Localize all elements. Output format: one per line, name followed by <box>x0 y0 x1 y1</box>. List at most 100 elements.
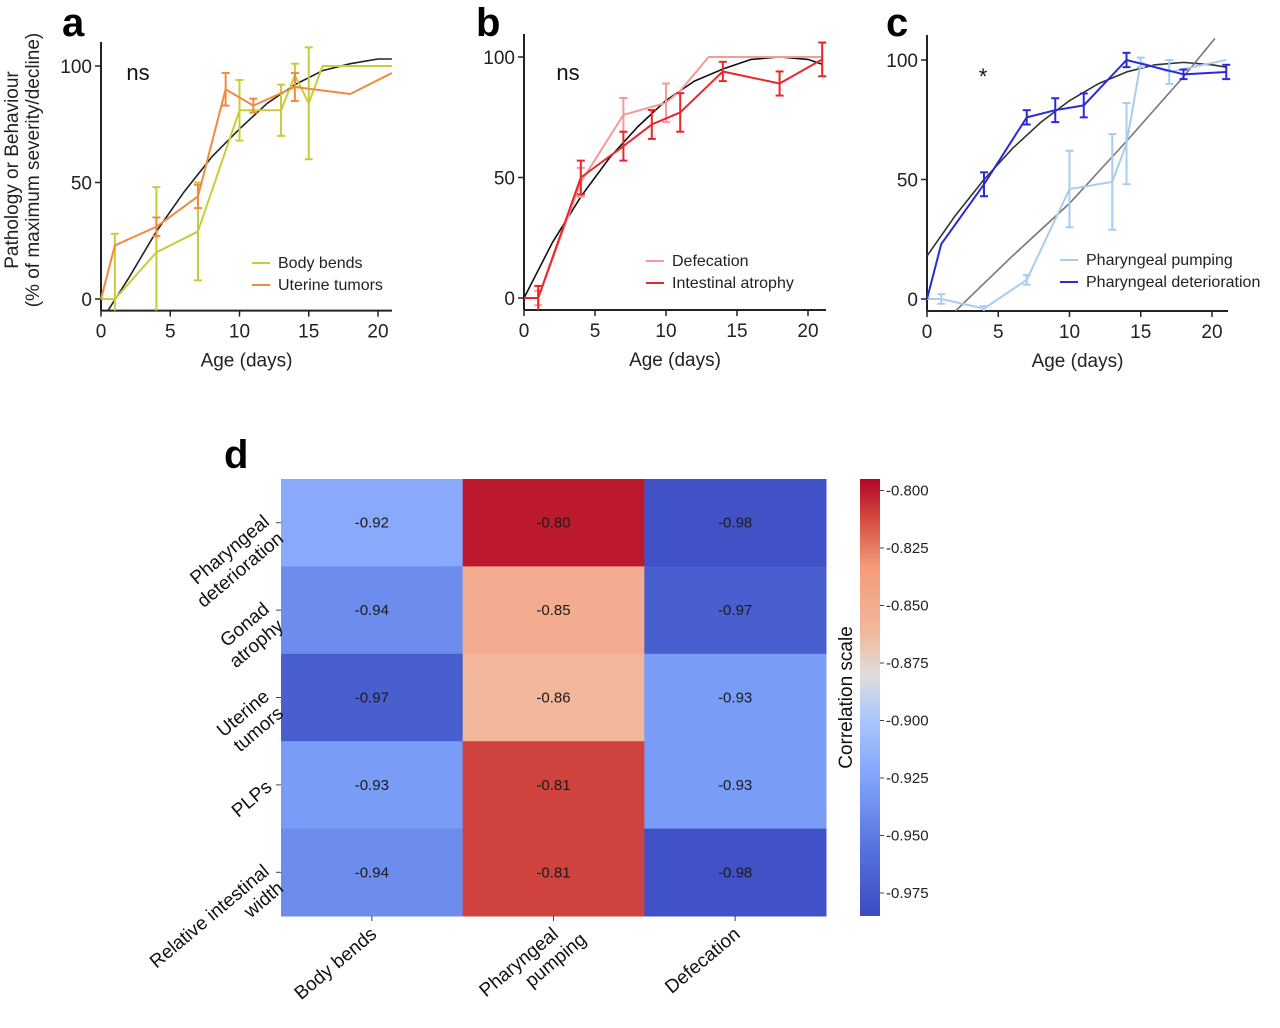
y-tick-label: 50 <box>71 174 92 195</box>
x-tick-label: 5 <box>590 321 601 342</box>
y-tick-label: 0 <box>907 290 918 311</box>
heatmap-cell-label: -0.81 <box>536 777 570 794</box>
legend-label: Body bends <box>278 255 363 272</box>
x-tick-label: 15 <box>1130 322 1151 343</box>
series-uterine-tumors <box>100 71 393 300</box>
heatmap-cell-label: -0.98 <box>718 515 752 532</box>
heatmap-cell <box>462 653 645 742</box>
x-tick-label: 10 <box>655 321 676 342</box>
y-tick-label: 100 <box>886 51 918 72</box>
series-line <box>926 59 1227 300</box>
row-label-line: PLPs <box>228 777 276 822</box>
colorbar <box>860 479 880 916</box>
legend-label: Pharyngeal pumping <box>1086 252 1233 269</box>
x-tick-label: 10 <box>1059 322 1080 343</box>
heatmap-cell-label: -0.94 <box>355 602 389 619</box>
heatmap-cell <box>644 828 827 917</box>
column-label: Defecation <box>661 924 744 998</box>
x-axis-title: Age (days) <box>201 351 293 372</box>
heatmap-cell-label: -0.80 <box>536 515 570 532</box>
x-tick-label: 5 <box>993 322 1004 343</box>
row-label: PLPs <box>228 777 276 822</box>
x-tick-label: 10 <box>229 322 250 343</box>
significance-label: ns <box>556 60 579 85</box>
panel-b: b 0 5 10 15 20 0 50 100 Age (days) ns Defecation Int… <box>476 1 827 371</box>
x-axis-title: Age (days) <box>629 350 721 371</box>
y-tick-label: 0 <box>504 289 515 310</box>
panel-letter: a <box>62 1 85 45</box>
heatmap-cell-label: -0.94 <box>355 864 389 881</box>
heatmap-cell-label: -0.97 <box>355 690 389 707</box>
fit-pumping-curve <box>954 37 1216 312</box>
colorbar-tick-label: -0.925 <box>886 770 929 787</box>
y-tick-label: 50 <box>897 171 918 192</box>
y-axis-title: Pathology or Behaviour(% of maximum seve… <box>2 33 44 308</box>
heatmap-cell <box>462 828 645 917</box>
heatmap-cell <box>281 479 464 567</box>
colorbar-tick-label: -0.950 <box>886 828 929 845</box>
row-label: Relative intestinalwidth <box>146 861 288 990</box>
x-tick-label: 15 <box>726 321 747 342</box>
legend: Pharyngeal pumping Pharyngeal deteriorati… <box>1060 252 1260 291</box>
panel-letter: c <box>886 1 908 45</box>
legend-label: Pharyngeal deterioration <box>1086 274 1260 291</box>
heatmap-cell-label: -0.92 <box>355 515 389 532</box>
heatmap-cell <box>644 479 827 567</box>
heatmap-cell <box>462 566 645 655</box>
colorbar-tick-label: -0.975 <box>886 885 929 902</box>
colorbar-tick-label: -0.825 <box>886 540 929 557</box>
series-pharyngeal-deterioration <box>926 51 1231 300</box>
legend-label: Uterine tumors <box>278 277 383 294</box>
heatmap-cell-label: -0.85 <box>536 602 570 619</box>
significance-label: * <box>979 64 988 89</box>
heatmap-cell <box>281 828 464 917</box>
heatmap-cell <box>281 653 464 742</box>
row-label: Pharyngealdeterioration <box>179 511 288 612</box>
column-label: Body bends <box>291 924 381 1005</box>
heatmap-cell-label: -0.86 <box>536 690 570 707</box>
column-label-line: Body bends <box>291 924 381 1005</box>
y-tick-label: 50 <box>494 169 515 190</box>
y-tick-label: 100 <box>60 57 92 78</box>
column-label-line: Defecation <box>661 924 744 998</box>
y-tick-label: 0 <box>81 290 92 311</box>
heatmap-cell <box>281 741 464 830</box>
panel-a: a 0 5 10 15 20 0 50 100 Age (days) Pathology or Be… <box>2 1 393 372</box>
fit-deterioration-curve <box>926 61 1227 257</box>
x-tick-label: 20 <box>797 321 818 342</box>
heatmap-cell <box>462 741 645 830</box>
colorbar-tick-label: -0.875 <box>886 655 929 672</box>
x-axis-title: Age (days) <box>1032 351 1124 372</box>
panel-c: c 0 5 10 15 20 0 50 100 Age (days) * Pharyngeal pum… <box>886 1 1260 372</box>
significance-label: ns <box>126 60 149 85</box>
x-tick-label: 0 <box>519 321 530 342</box>
heatmap-cell-label: -0.97 <box>718 602 752 619</box>
heatmap-cell <box>644 653 827 742</box>
heatmap-cell-label: -0.81 <box>536 864 570 881</box>
y-axis-title-line: Pathology or Behaviour <box>2 71 23 269</box>
heatmap-cell-label: -0.93 <box>718 690 752 707</box>
x-tick-label: 0 <box>922 322 933 343</box>
heatmap-cell <box>462 479 645 567</box>
x-tick-label: 0 <box>96 322 107 343</box>
series-intestinal-atrophy <box>524 41 827 311</box>
panel-letter: d <box>224 433 248 477</box>
legend-label: Intestinal atrophy <box>672 275 794 292</box>
x-tick-label: 5 <box>165 322 176 343</box>
legend-label: Defecation <box>672 253 749 270</box>
colorbar-tick-label: -0.850 <box>886 598 929 615</box>
legend: Defecation Intestinal atrophy <box>646 253 794 292</box>
panel-d: d -0.92 -0.80 -0.98 -0.94 -0.85 -0.97 -0.97 -0.8… <box>146 433 929 1018</box>
heatmap-cell-label: -0.98 <box>718 864 752 881</box>
x-tick-label: 20 <box>1201 322 1222 343</box>
column-label: Pharyngealpumping <box>476 912 591 1018</box>
y-tick-label: 100 <box>483 48 515 69</box>
heatmap-cell-label: -0.93 <box>355 777 389 794</box>
heatmap-cell <box>644 741 827 830</box>
x-tick-label: 20 <box>367 322 388 343</box>
row-label: Gonadatrophy <box>212 598 289 672</box>
colorbar-tick-label: -0.900 <box>886 713 929 730</box>
fit-curve <box>107 58 392 312</box>
heatmap-cell <box>644 566 827 655</box>
